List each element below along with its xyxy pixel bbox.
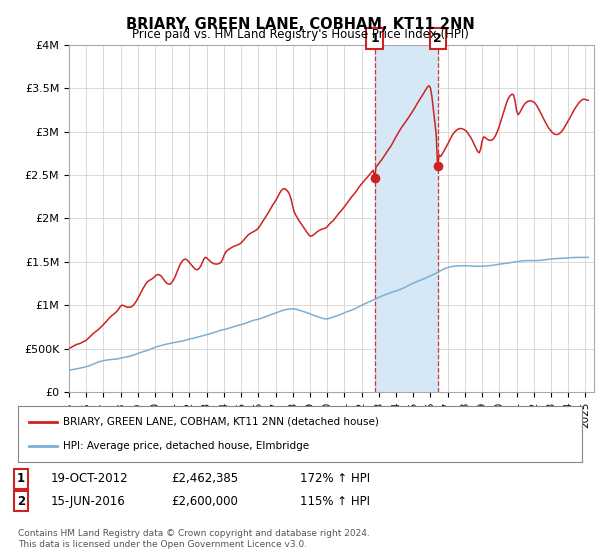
Text: 2: 2 <box>17 494 25 508</box>
Text: Price paid vs. HM Land Registry's House Price Index (HPI): Price paid vs. HM Land Registry's House … <box>131 28 469 41</box>
Text: 172% ↑ HPI: 172% ↑ HPI <box>300 472 370 486</box>
Text: 2: 2 <box>433 32 442 45</box>
Text: 115% ↑ HPI: 115% ↑ HPI <box>300 494 370 508</box>
Text: 19-OCT-2012: 19-OCT-2012 <box>51 472 128 486</box>
Text: 15-JUN-2016: 15-JUN-2016 <box>51 494 126 508</box>
Text: 1: 1 <box>370 32 379 45</box>
Text: £2,600,000: £2,600,000 <box>171 494 238 508</box>
Text: 1: 1 <box>17 472 25 486</box>
Text: BRIARY, GREEN LANE, COBHAM, KT11 2NN (detached house): BRIARY, GREEN LANE, COBHAM, KT11 2NN (de… <box>63 417 379 427</box>
Text: Contains HM Land Registry data © Crown copyright and database right 2024.
This d: Contains HM Land Registry data © Crown c… <box>18 529 370 549</box>
Bar <box>374 45 437 392</box>
Text: BRIARY, GREEN LANE, COBHAM, KT11 2NN: BRIARY, GREEN LANE, COBHAM, KT11 2NN <box>125 17 475 32</box>
Text: HPI: Average price, detached house, Elmbridge: HPI: Average price, detached house, Elmb… <box>63 441 309 451</box>
Text: £2,462,385: £2,462,385 <box>171 472 238 486</box>
